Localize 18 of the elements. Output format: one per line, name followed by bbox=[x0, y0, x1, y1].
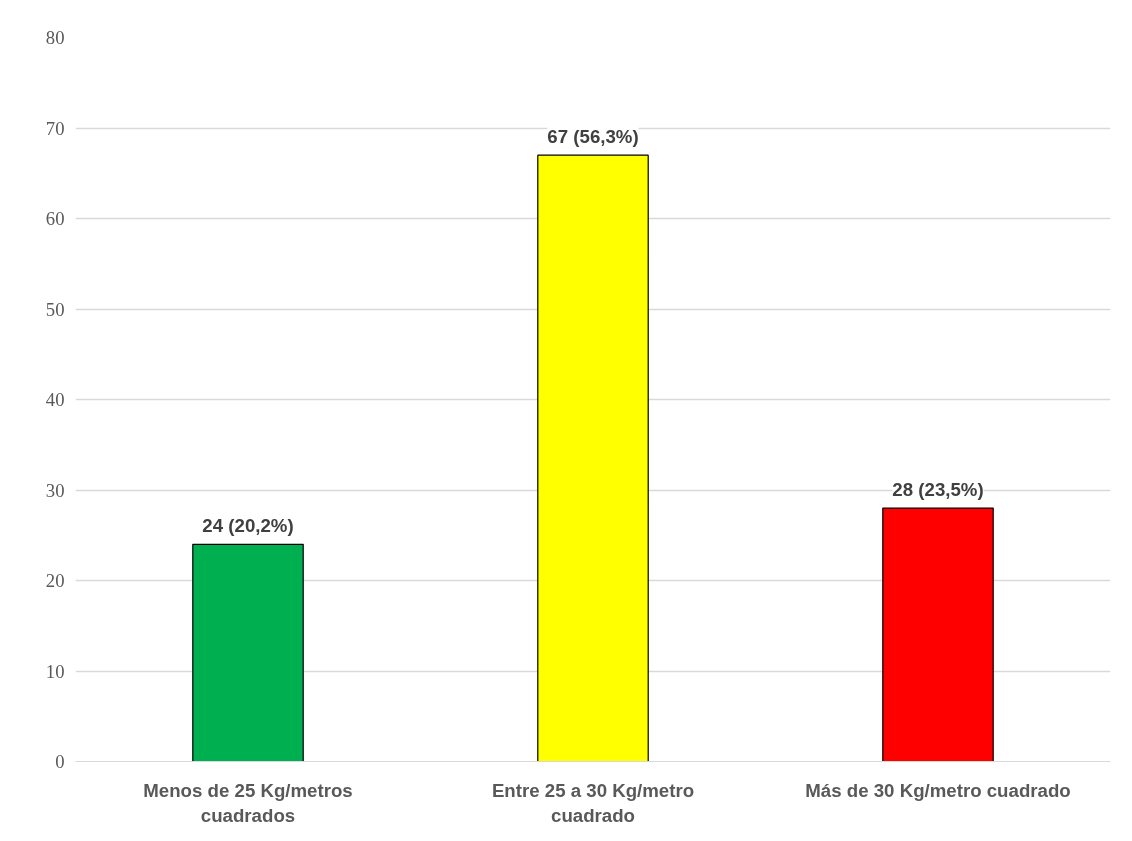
y-tick-label: 30 bbox=[45, 479, 65, 501]
y-tick-label: 80 bbox=[45, 27, 65, 48]
bar bbox=[882, 507, 994, 762]
x-tick-label: Entre 25 a 30 Kg/metro cuadrado bbox=[491, 779, 695, 826]
x-tick-label: Más de 30 Kg/metro cuadrado bbox=[805, 779, 1071, 801]
y-tick-label: 10 bbox=[45, 660, 65, 682]
y-tick-label: 0 bbox=[55, 751, 65, 772]
y-tick-label: 70 bbox=[45, 117, 65, 139]
data-label: 28 (23,5%) bbox=[892, 479, 984, 501]
y-tick-label: 20 bbox=[45, 570, 65, 591]
y-tick-label: 40 bbox=[45, 389, 65, 410]
y-tick-label: 60 bbox=[45, 208, 65, 229]
data-label: 24 (20,2%) bbox=[202, 515, 294, 537]
bar bbox=[192, 543, 304, 762]
bar bbox=[537, 154, 649, 762]
y-tick-label: 50 bbox=[45, 298, 65, 320]
x-tick-label: Menos de 25 Kg/metros cuadrados bbox=[143, 779, 353, 826]
data-label: 67 (56,3%) bbox=[547, 126, 639, 148]
